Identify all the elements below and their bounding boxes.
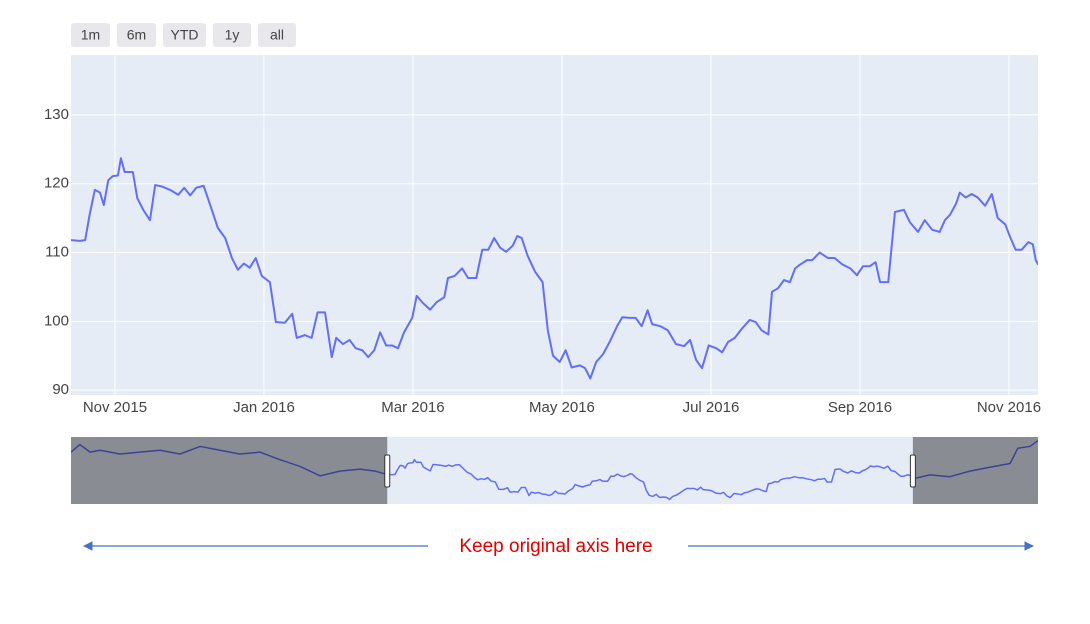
y-tick-label: 110 [45,243,69,260]
x-tick-label: Jan 2016 [233,399,295,416]
button-background[interactable] [213,23,251,47]
button-label[interactable]: 6m [127,27,146,43]
range-button[interactable]: YTD [163,23,206,47]
slider-handle[interactable] [384,454,391,488]
button-background[interactable] [71,23,110,47]
range-button[interactable]: 1y [213,23,251,47]
range-button[interactable]: 1m [71,23,110,47]
button-background[interactable] [117,23,156,47]
y-tick-label: 120 [44,175,69,192]
x-tick-label: Nov 2015 [83,399,147,416]
y-tick-label: 130 [44,106,69,123]
button-background[interactable] [258,23,296,47]
slider-handle[interactable] [909,454,916,488]
button-label[interactable]: YTD [171,27,199,43]
x-tick-label: Sep 2016 [828,399,892,416]
x-tick-label: Jul 2016 [683,399,740,416]
range-button[interactable]: all [258,23,296,47]
range-button[interactable]: 6m [117,23,156,47]
x-tick-label: Nov 2016 [977,399,1041,416]
button-label[interactable]: 1m [81,27,100,43]
slider-line [71,440,1038,501]
x-tick-label: Mar 2016 [381,399,444,416]
line [71,157,1038,380]
slider-traces [71,440,1038,501]
button-label[interactable]: 1y [225,27,240,43]
slider-mask [912,437,1038,504]
annotation: Keep original axis here [459,536,652,557]
slider-mask [71,437,388,504]
button-background[interactable] [163,23,206,47]
y-tick-label: 100 [44,312,69,329]
plot-background [71,55,1038,395]
x-tick-label: May 2016 [529,399,595,416]
button-label[interactable]: all [270,27,284,43]
y-tick-label: 90 [52,381,69,398]
